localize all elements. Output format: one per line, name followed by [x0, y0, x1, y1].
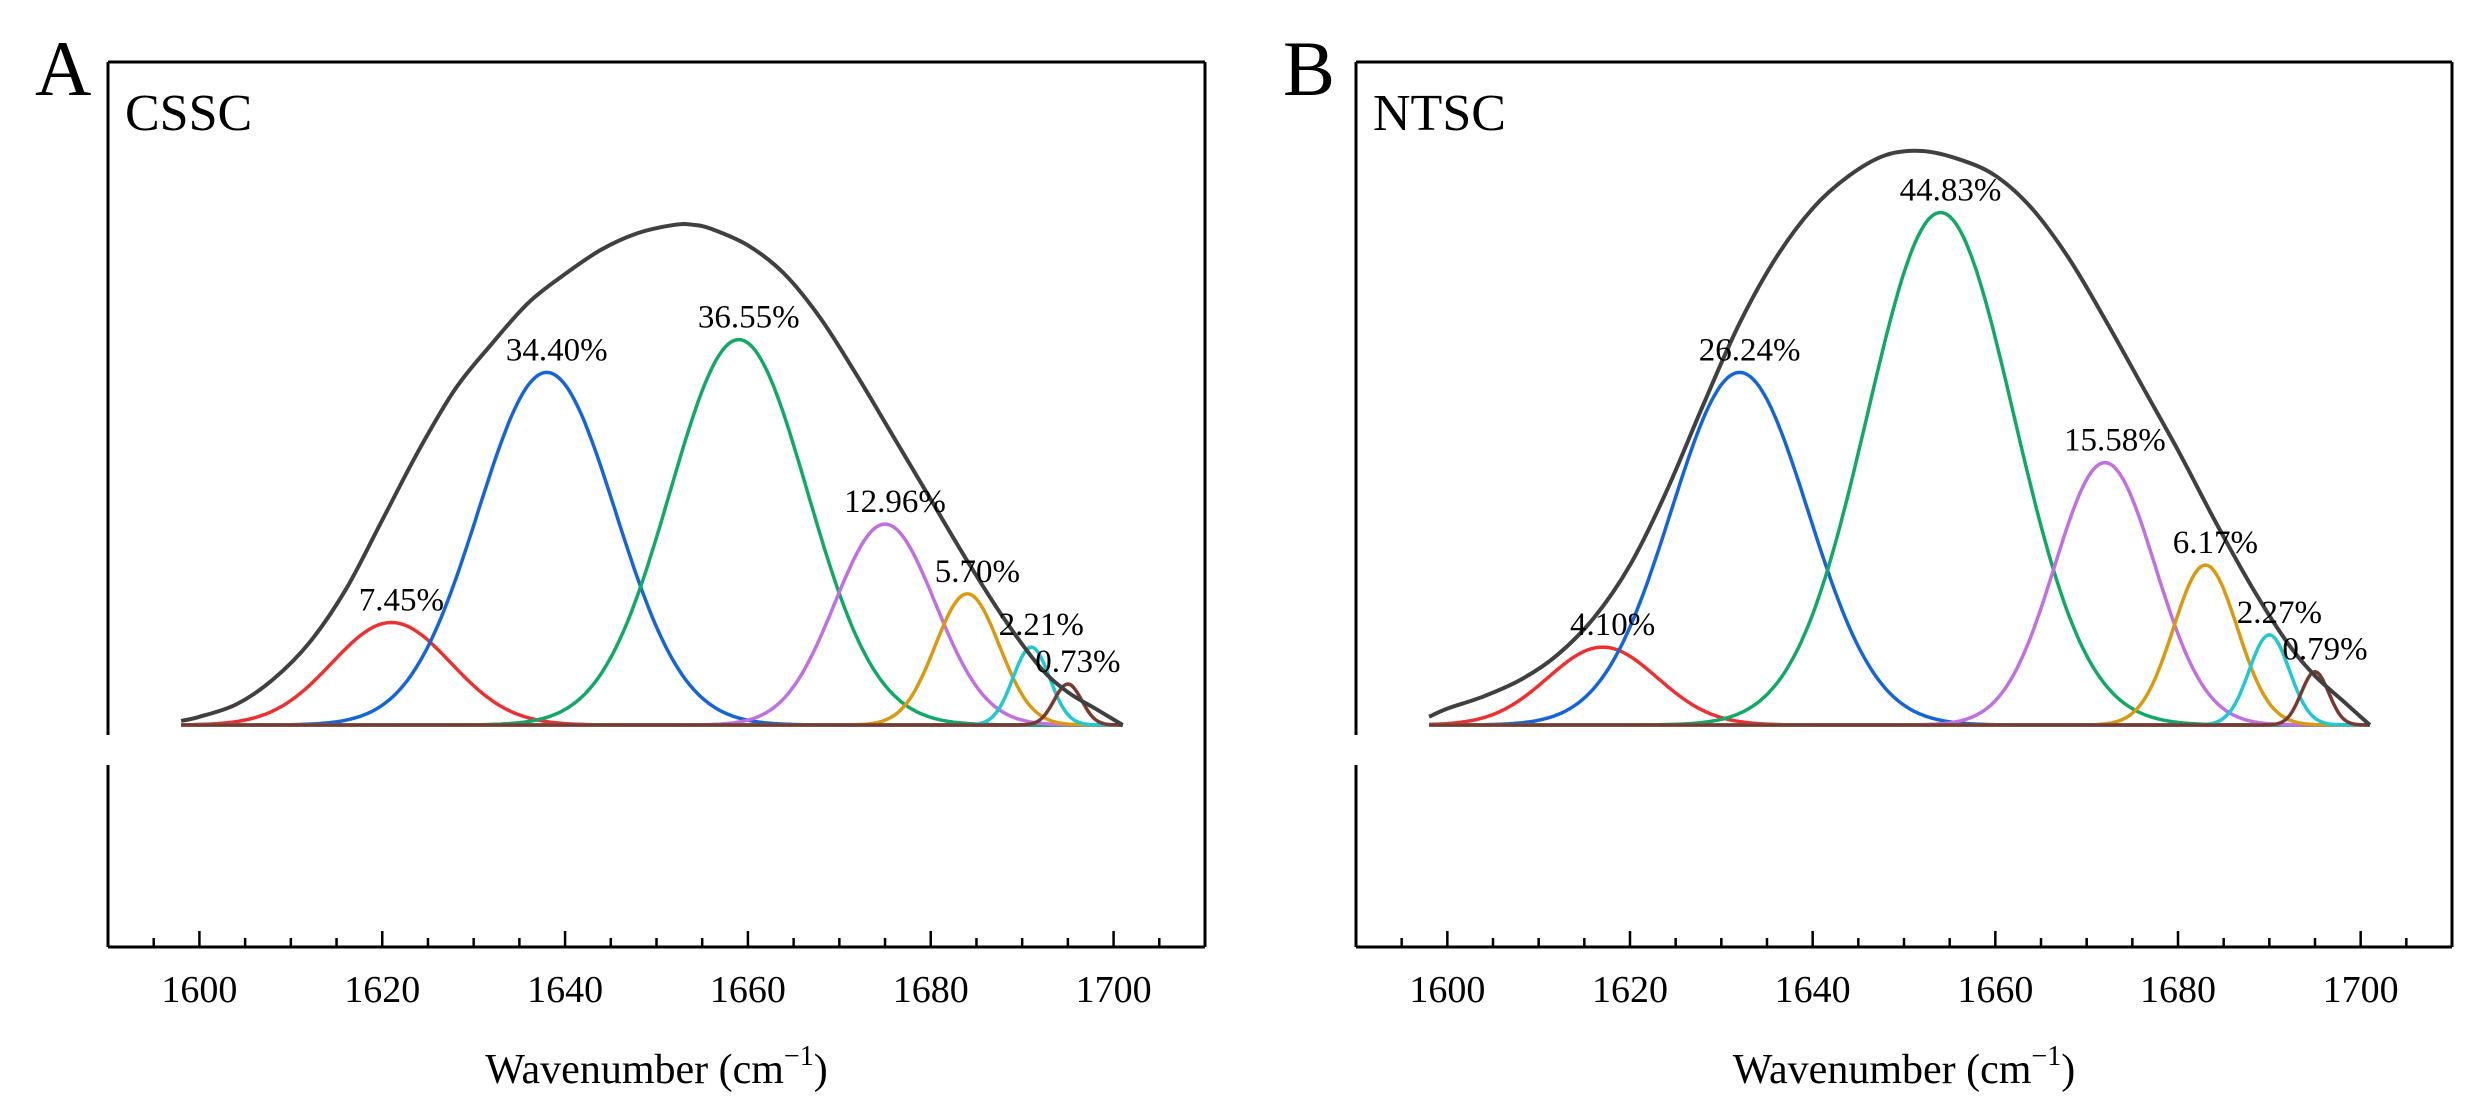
peak-label-2: 26.24%: [1699, 332, 1801, 368]
x-tick-label: 1600: [161, 969, 237, 1011]
x-tick-label: 1700: [1076, 969, 1152, 1011]
peak-label-4: 15.58%: [2064, 423, 2166, 459]
peak-label-5: 5.70%: [935, 554, 1020, 590]
x-tick-label: 1620: [344, 969, 420, 1011]
x-tick-label: 1700: [2323, 969, 2399, 1011]
peak-label-7: 0.73%: [1035, 644, 1120, 680]
sample-label: CSSC: [125, 85, 252, 142]
component-curve-3: [1429, 210, 2370, 727]
component-curve-7: [181, 682, 1123, 727]
panel-letter: B: [1283, 25, 1335, 112]
x-tick-label: 1640: [1775, 969, 1851, 1011]
peak-label-2: 34.40%: [506, 332, 608, 368]
plot-frame: [106, 60, 1207, 949]
component-curve-6: [1429, 633, 2370, 727]
envelope-curve: [180, 222, 1124, 727]
peak-label-4: 12.96%: [844, 484, 946, 520]
peak-label-1: 4.10%: [1570, 607, 1655, 643]
x-tick-label: 1660: [1957, 969, 2033, 1011]
panel-a: A CSSC 1600 1620 1640 1660 1680 1700 Wavenumber …: [35, 25, 1207, 1093]
component-curve-3: [181, 337, 1123, 727]
component-curve-6: [181, 645, 1123, 727]
x-tick-label: 1660: [710, 969, 786, 1011]
x-tick-label: 1680: [2140, 969, 2216, 1011]
peak-label-6: 2.27%: [2237, 595, 2322, 631]
sample-label: NTSC: [1373, 85, 1506, 142]
peak-label-3: 36.55%: [698, 300, 800, 336]
x-axis-label: Wavenumber (cm−1): [485, 1041, 827, 1093]
x-tick-label: 1640: [527, 969, 603, 1011]
peak-label-7: 0.79%: [2282, 632, 2367, 668]
x-axis-label: Wavenumber (cm−1): [1733, 1041, 2075, 1093]
envelope-curve: [1428, 148, 2372, 727]
component-curve-4: [1429, 460, 2370, 727]
peak-label-5: 6.17%: [2173, 525, 2258, 561]
peak-label-6: 2.21%: [999, 607, 1084, 643]
component-curve-1: [181, 620, 1123, 727]
x-tick-label: 1600: [1409, 969, 1485, 1011]
panel-b: B NTSC 1600 1620 1640 1660 1680 1700 Wavenumber …: [1283, 25, 2454, 1093]
panel-letter: A: [35, 25, 91, 112]
x-tick-label: 1620: [1592, 969, 1668, 1011]
peak-label-1: 7.45%: [359, 583, 444, 619]
peak-label-3: 44.83%: [1900, 173, 2002, 209]
x-tick-label: 1680: [893, 969, 969, 1011]
component-curve-7: [1429, 669, 2370, 727]
